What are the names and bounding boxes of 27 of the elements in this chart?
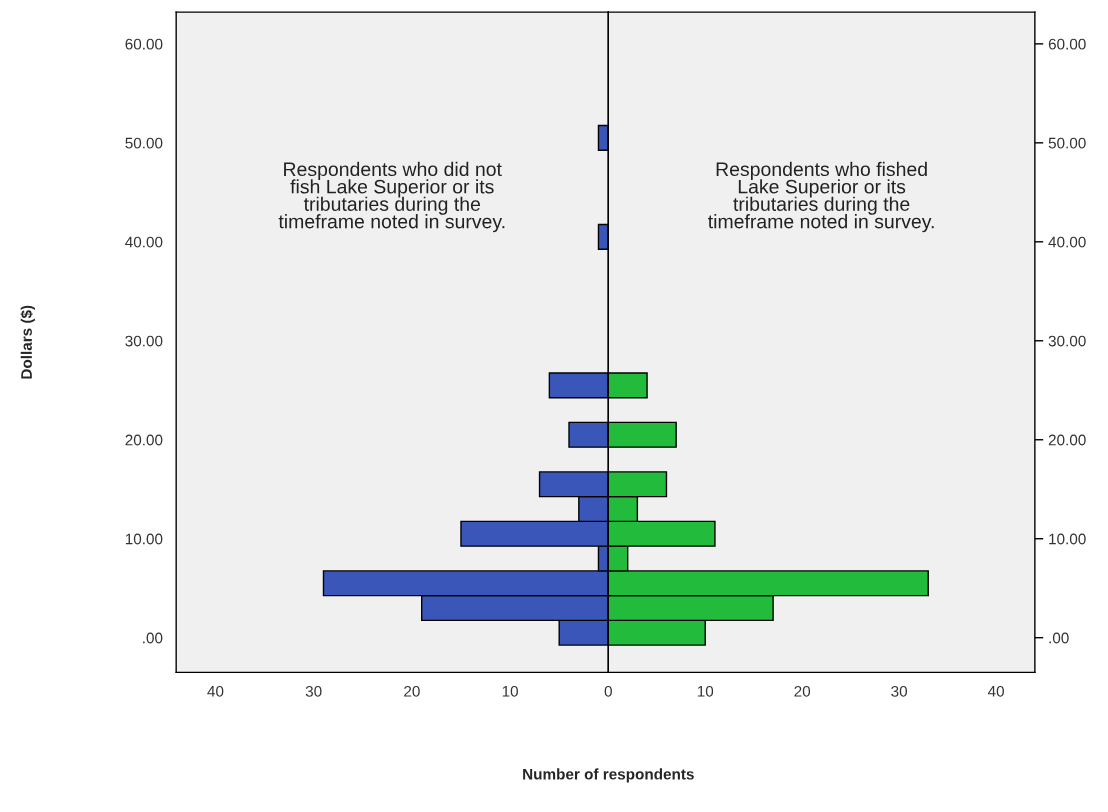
y-tick-label: 50.00 — [125, 137, 163, 149]
y-tick-label: 60.00 — [125, 38, 163, 50]
y-axis-title: Dollars ($) — [20, 305, 35, 379]
x-tick-label: 20 — [794, 685, 811, 697]
x-tick-label: 40 — [987, 685, 1004, 697]
x-tick-label: 30 — [305, 685, 322, 697]
x-tick-label: 30 — [891, 685, 908, 697]
y-tick-label: 20.00 — [125, 434, 163, 446]
x-tick-label: 40 — [207, 685, 224, 697]
y-tick-label: 60.00 — [1048, 38, 1086, 50]
y-tick-label: 30.00 — [125, 335, 163, 347]
annotation: Respondents who fished Lake Superior or its tributaries during the timeframe noted in survey. — [708, 161, 934, 233]
x-tick-label: 20 — [404, 685, 420, 697]
y-tick-label: 40.00 — [125, 236, 163, 248]
y-tick-label: 40.00 — [1048, 236, 1086, 248]
y-tick-label: .00 — [1049, 632, 1069, 644]
y-tick-label: 30.00 — [1048, 335, 1086, 347]
y-tick-label: 50.00 — [1048, 137, 1086, 149]
y-tick-label: 10.00 — [125, 533, 163, 545]
y-tick-label: 20.00 — [1048, 434, 1086, 446]
x-tick-label: 10 — [697, 685, 714, 697]
x-tick-label: 10 — [502, 685, 518, 697]
annotation: Respondents who did not fish Lake Superior or its tributaries during the timeframe noted in survey. — [278, 161, 505, 233]
x-tick-label: 0 — [604, 685, 612, 697]
x-axis-title: Number of respondents — [523, 768, 694, 783]
y-tick-label: .00 — [143, 632, 163, 644]
y-tick-label: 10.00 — [1049, 533, 1086, 545]
